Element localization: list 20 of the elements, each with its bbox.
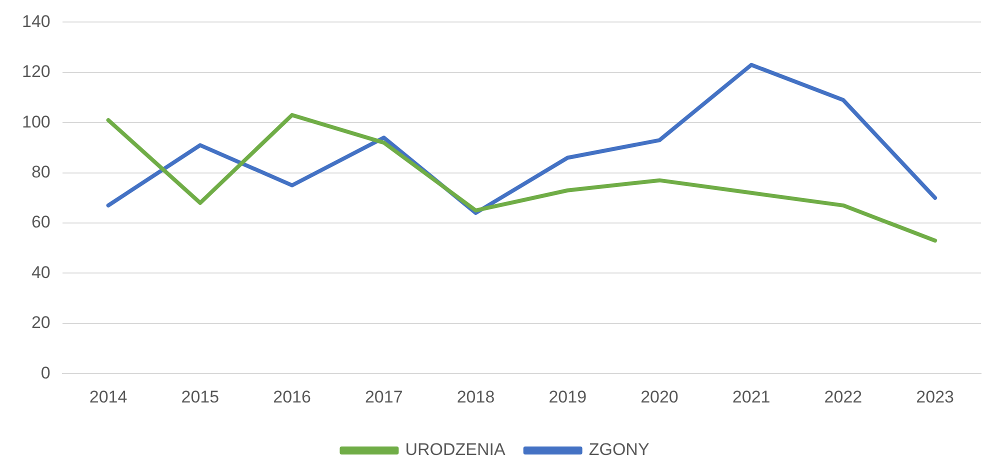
legend-label: URODZENIA <box>405 440 506 460</box>
x-tick-label: 2019 <box>548 387 587 406</box>
x-tick-label: 2023 <box>916 387 954 406</box>
x-tick-label: 2018 <box>456 387 495 406</box>
y-tick-label: 140 <box>22 12 50 31</box>
y-tick-label: 100 <box>22 112 50 132</box>
x-tick-label: 2021 <box>732 387 770 406</box>
y-tick-label: 80 <box>31 162 50 182</box>
y-tick-label: 20 <box>31 313 50 332</box>
y-tick-label: 40 <box>31 262 50 282</box>
x-tick-label: 2022 <box>824 387 862 406</box>
x-tick-label: 2014 <box>89 387 128 406</box>
y-tick-label: 60 <box>31 212 50 232</box>
y-tick-label: 120 <box>22 62 50 82</box>
legend-label: ZGONY <box>588 440 650 460</box>
y-tick-label: 0 <box>40 363 50 382</box>
x-tick-label: 2020 <box>640 387 678 406</box>
x-tick-label: 2015 <box>181 387 220 406</box>
x-tick-label: 2016 <box>273 387 311 406</box>
x-tick-label: 2017 <box>364 387 403 406</box>
